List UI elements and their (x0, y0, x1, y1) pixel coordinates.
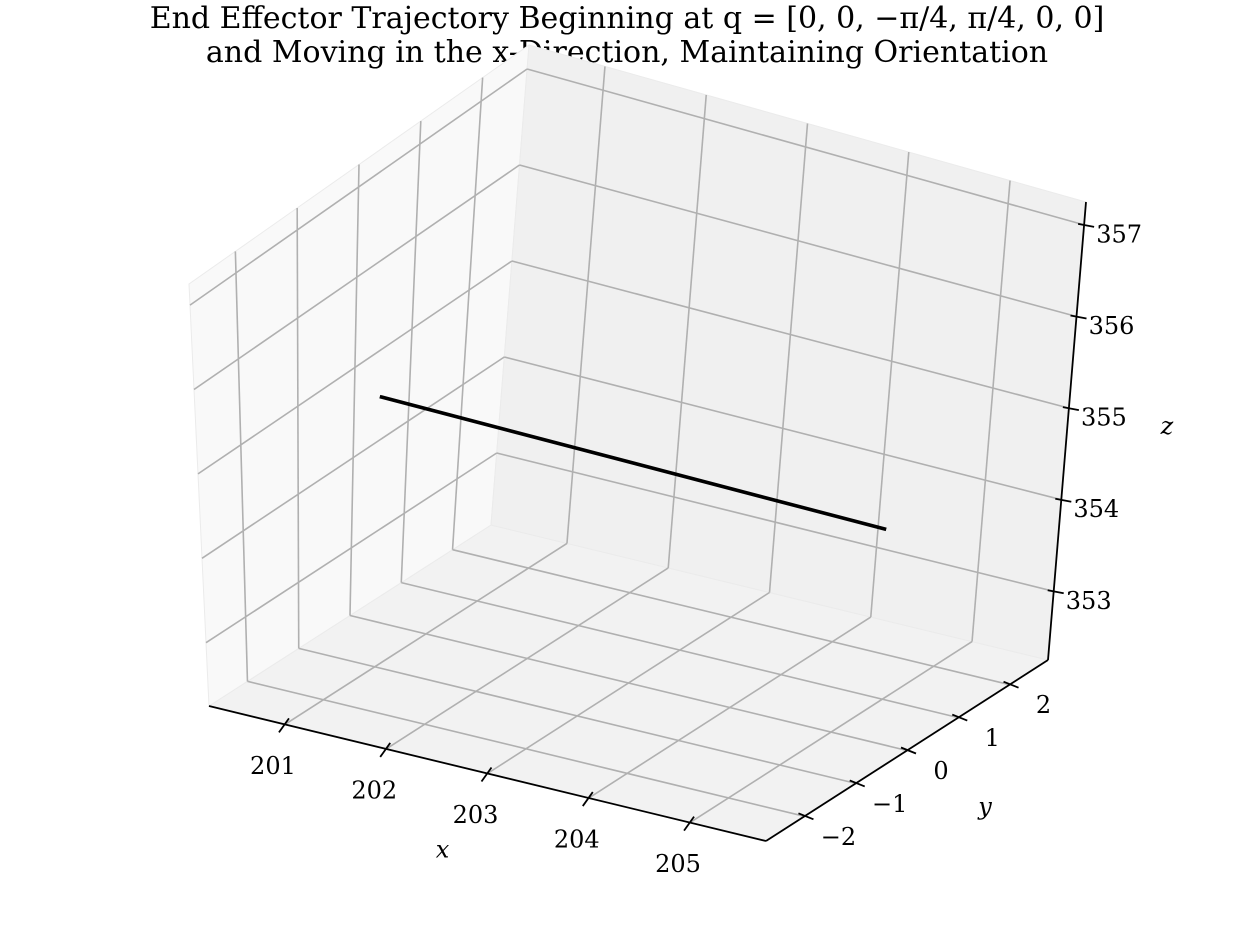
y-grid-side-2 (349, 164, 360, 616)
y-1-label: −1 (872, 790, 907, 818)
x-0-tick (278, 717, 290, 733)
axis-labels: x y z (436, 412, 1174, 864)
x-4-label: 205 (655, 850, 701, 878)
y-0-label: −2 (821, 823, 856, 851)
y-grid-side-3 (400, 121, 422, 583)
x-1-label: 202 (351, 776, 397, 804)
z-3-label: 356 (1089, 312, 1135, 340)
z-4-tick (1077, 223, 1095, 228)
y-4-tick (1003, 680, 1019, 689)
z-grid-back-3 (519, 164, 1077, 318)
x-4-tick (683, 816, 695, 832)
z-2-label: 355 (1081, 404, 1127, 432)
z-1-label: 354 (1073, 495, 1119, 523)
x-3-label: 204 (554, 826, 600, 854)
z-axis-label: z (1160, 412, 1174, 440)
z-0-label: 353 (1066, 587, 1112, 615)
x-2-tick (480, 766, 493, 783)
tick-marks (278, 223, 1095, 832)
title-line-1: End Effector Trajectory Beginning at q =… (150, 1, 1105, 36)
z-grid-back-2 (511, 260, 1070, 409)
x-2-label: 203 (453, 801, 499, 829)
chart-title: End Effector Trajectory Beginning at q =… (150, 1, 1105, 70)
y-grid-side-4 (451, 77, 484, 550)
y-1-tick (849, 779, 866, 788)
y-axis-label: y (977, 793, 992, 821)
z-grid-side-4 (189, 68, 528, 306)
y-grid-side-1 (296, 207, 300, 649)
y-grid-floor-4 (452, 548, 1010, 686)
z-grid-back-4 (526, 68, 1085, 226)
y-2-tick (900, 746, 917, 755)
z-grid-back-1 (504, 356, 1062, 501)
z-4-label: 357 (1096, 220, 1142, 248)
trajectory-line-0 (379, 394, 887, 532)
z-grid-side-3 (193, 164, 520, 391)
z-0-tick (1047, 589, 1064, 595)
x-grid-back-3 (869, 151, 910, 618)
z-1-tick (1055, 497, 1072, 503)
x-grid-back-4 (971, 180, 1011, 642)
series-layer (379, 394, 887, 532)
title-line-2: and Moving in the x-Direction, Maintaini… (206, 35, 1048, 70)
x-grid-back-0 (566, 66, 606, 544)
y-grid-side-0 (234, 251, 249, 682)
y-4-label: 2 (1036, 691, 1051, 719)
tick-labels: 201 202 203 204 205 −2 −1 0 1 2 353 354 355 356 357 (250, 220, 1142, 878)
y-grid-floor-3 (401, 581, 959, 719)
z-grid-side-0 (205, 452, 498, 644)
z-grid-back-0 (496, 452, 1054, 593)
y-3-tick (951, 713, 968, 722)
x-1-tick (379, 742, 391, 758)
x-0-label: 201 (250, 752, 296, 780)
x-3-tick (582, 791, 594, 807)
z-grid-side-2 (197, 260, 513, 475)
x-grid-back-2 (768, 123, 809, 593)
y-grid-floor-0 (247, 680, 805, 818)
grid-lines (189, 66, 1085, 824)
y-grid-floor-2 (349, 614, 908, 752)
z-3-tick (1070, 314, 1087, 320)
y-2-label: 0 (933, 757, 948, 785)
y-grid-floor-1 (298, 647, 856, 785)
y-3-label: 1 (985, 724, 1000, 752)
z-grid-side-1 (201, 356, 505, 559)
x-axis-label: x (436, 836, 450, 864)
z-axis-line (1047, 201, 1087, 661)
y-0-tick (798, 812, 814, 821)
x-grid-back-1 (667, 94, 708, 569)
z-2-tick (1062, 406, 1080, 411)
